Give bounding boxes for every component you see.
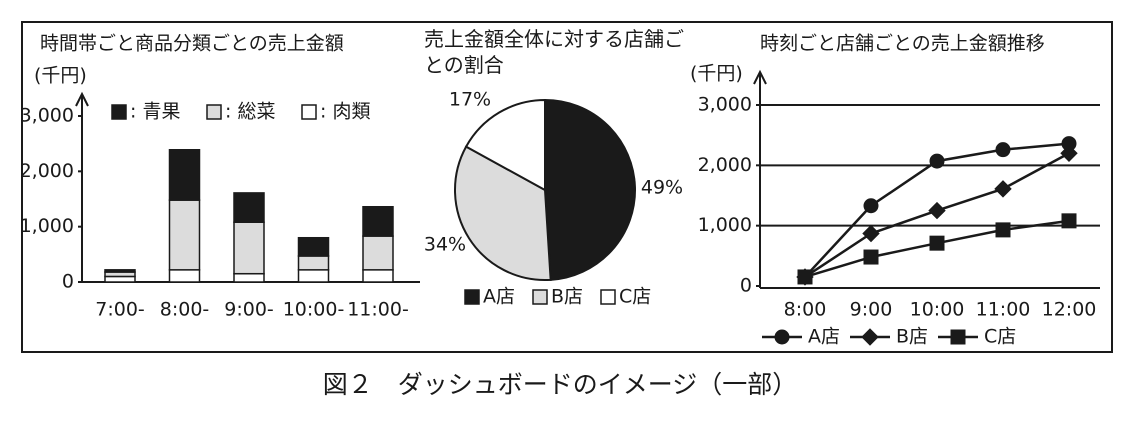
legend-label: : 総菜 [225, 101, 275, 123]
legend-swatch [600, 289, 616, 305]
x-tick-label: 11:00 [976, 299, 1031, 321]
chart-title: 売上金額全体に対する店舗ごとの割合 [424, 27, 684, 77]
legend-label: A店 [808, 326, 840, 348]
y-tick-label: 2,000 [698, 154, 752, 176]
bar-segment [233, 192, 265, 223]
legend-label: B店 [551, 286, 583, 308]
x-tick-label: 10:00 [910, 299, 965, 321]
legend-marker [950, 329, 966, 345]
bar-segment [362, 235, 394, 271]
legend-label: C店 [619, 286, 651, 308]
y-tick-label: 3,000 [20, 105, 74, 127]
marker [995, 142, 1011, 158]
data-label: 34% [424, 234, 466, 256]
y-tick-label: 1,000 [698, 214, 752, 236]
legend-swatch [111, 104, 127, 120]
bar-segment [297, 236, 330, 257]
legend-label: : 青果 [130, 101, 180, 123]
x-tick-label: 12:00 [1042, 299, 1097, 321]
marker [1060, 144, 1078, 162]
x-tick-label: 8:00- [160, 299, 210, 321]
y-tick-label: 3,000 [698, 94, 752, 116]
chart-title: 時刻ごと店舗ごとの売上金額推移 [760, 33, 1045, 55]
y-tick-label: 2,000 [20, 160, 74, 182]
data-label: 49% [641, 177, 683, 199]
bar-segment [168, 269, 201, 283]
bar-segment [233, 221, 265, 275]
bar-segment [297, 255, 330, 271]
caption: 図２ ダッシュボードのイメージ（一部） [323, 370, 798, 399]
y-tick-label: 0 [740, 275, 752, 297]
bar-segment [362, 205, 394, 237]
legend-label: B店 [896, 326, 928, 348]
legend-marker [774, 329, 790, 345]
x-tick-label: 9:00- [224, 299, 274, 321]
x-tick-label: 9:00 [850, 299, 893, 321]
pie-slice [464, 98, 546, 192]
legend-marker [861, 328, 879, 346]
y-axis-label: (千円) [690, 63, 743, 85]
legend-swatch [464, 289, 480, 305]
marker [994, 180, 1012, 198]
marker [1061, 213, 1077, 229]
x-tick-label: 10:00- [283, 299, 345, 321]
bar-segment [233, 272, 265, 283]
bar-segment [168, 149, 201, 201]
axis-arrow [75, 91, 89, 107]
x-tick-label: 8:00 [784, 299, 827, 321]
legend-label: : 肉類 [320, 101, 370, 123]
pie-slice [544, 98, 636, 281]
chart-title: 時間帯ごと商品分類ごとの売上金額 [40, 33, 344, 55]
marker [862, 224, 880, 243]
marker [995, 222, 1011, 238]
frame [21, 21, 1113, 353]
marker [797, 269, 813, 285]
legend-swatch [206, 104, 222, 120]
legend-swatch [532, 289, 548, 305]
data-label: 17% [449, 89, 491, 111]
y-tick-label: 0 [62, 271, 74, 293]
legend-label: A店 [483, 286, 515, 308]
bar-segment [168, 199, 201, 271]
y-tick-label: 1,000 [20, 215, 74, 237]
bar-segment [362, 269, 394, 283]
bar-segment [104, 269, 136, 273]
x-tick-label: 11:00- [347, 299, 409, 321]
marker [863, 249, 879, 265]
marker [928, 201, 946, 220]
marker [929, 235, 945, 251]
legend-label: C店 [984, 326, 1016, 348]
axis-arrow [753, 69, 767, 85]
legend-swatch [301, 104, 317, 120]
marker [929, 153, 945, 169]
y-axis-label: (千円) [34, 65, 87, 87]
bar-segment [104, 275, 136, 283]
marker [863, 198, 879, 214]
bar-segment [297, 269, 330, 283]
x-tick-label: 7:00- [95, 299, 145, 321]
